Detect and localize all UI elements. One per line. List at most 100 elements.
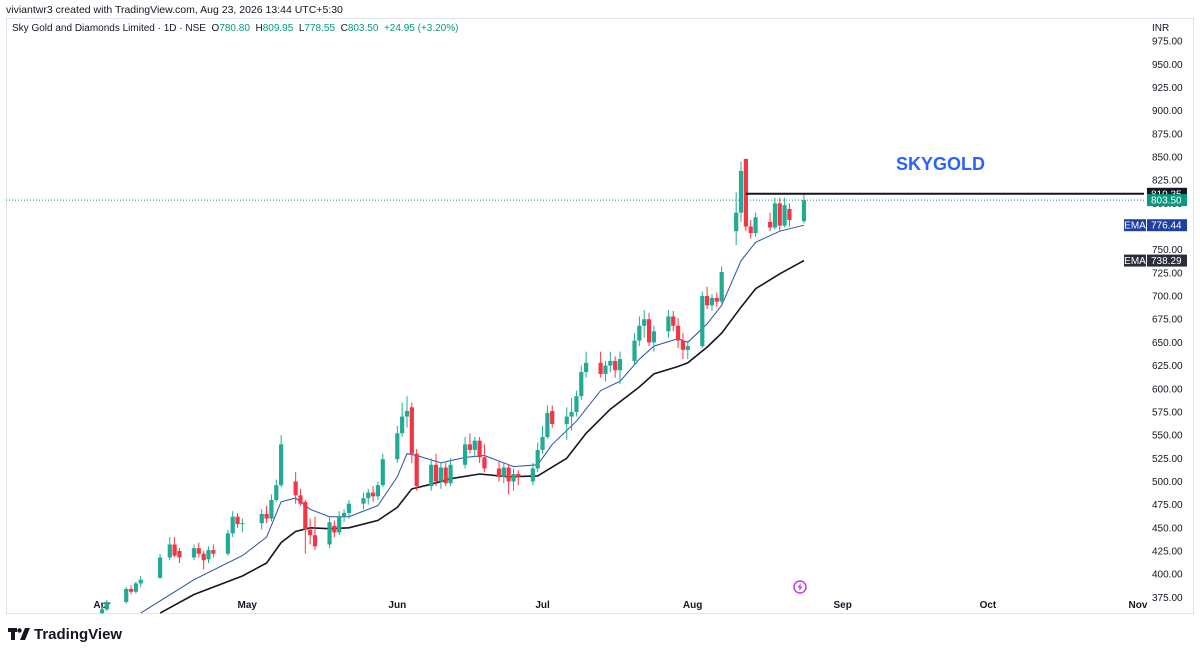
candle-up[interactable] bbox=[651, 325, 656, 352]
candle-down[interactable] bbox=[298, 488, 303, 506]
candle-down[interactable] bbox=[787, 203, 792, 227]
candle-up[interactable] bbox=[685, 340, 690, 360]
candle-down[interactable] bbox=[303, 499, 308, 554]
candle-down[interactable] bbox=[433, 453, 439, 487]
candle-down[interactable] bbox=[264, 505, 269, 524]
candle-up[interactable] bbox=[400, 402, 405, 437]
candle-up[interactable] bbox=[579, 365, 584, 400]
candle-up[interactable] bbox=[637, 316, 642, 347]
candle-down[interactable] bbox=[477, 436, 482, 463]
candle-up[interactable] bbox=[206, 546, 211, 564]
candle-up[interactable] bbox=[124, 587, 129, 604]
candle-down[interactable] bbox=[371, 486, 376, 502]
candle-up[interactable] bbox=[462, 436, 468, 469]
candle-up[interactable] bbox=[138, 575, 143, 588]
candle-up[interactable] bbox=[99, 606, 105, 614]
candle-down[interactable] bbox=[201, 550, 206, 570]
candle-up[interactable] bbox=[472, 436, 477, 458]
candle-up[interactable] bbox=[603, 360, 608, 382]
candle-down[interactable] bbox=[293, 472, 298, 504]
candle-down[interactable] bbox=[680, 333, 686, 360]
candle-down[interactable] bbox=[482, 444, 487, 473]
candle-up[interactable] bbox=[366, 488, 371, 505]
candle-up[interactable] bbox=[380, 453, 385, 488]
candle-down[interactable] bbox=[767, 212, 773, 232]
candle-up[interactable] bbox=[327, 516, 332, 549]
candle-up[interactable] bbox=[608, 351, 613, 373]
candle-down[interactable] bbox=[705, 286, 710, 310]
lightning-icon[interactable] bbox=[793, 580, 807, 594]
candle-up[interactable] bbox=[104, 600, 109, 612]
candle-up[interactable] bbox=[564, 407, 569, 440]
candle-down[interactable] bbox=[613, 356, 618, 378]
candle-up[interactable] bbox=[584, 351, 589, 378]
candle-up[interactable] bbox=[772, 197, 778, 230]
candle-down[interactable] bbox=[172, 537, 177, 558]
candle-up[interactable] bbox=[259, 509, 264, 530]
candle-down[interactable] bbox=[646, 312, 652, 347]
candle-up[interactable] bbox=[530, 462, 535, 486]
candle-up[interactable] bbox=[438, 462, 443, 489]
candle-up[interactable] bbox=[269, 494, 274, 522]
candle-up[interactable] bbox=[167, 537, 172, 561]
candle-down[interactable] bbox=[177, 548, 182, 564]
candle-up[interactable] bbox=[133, 581, 138, 594]
candle-up[interactable] bbox=[666, 309, 671, 338]
candle-up[interactable] bbox=[511, 468, 516, 491]
candle-up[interactable] bbox=[346, 499, 351, 519]
candle-up[interactable] bbox=[279, 435, 284, 488]
candle-up[interactable] bbox=[782, 197, 787, 228]
candle-up[interactable] bbox=[157, 553, 163, 579]
candle-down[interactable] bbox=[550, 405, 555, 428]
candle-up[interactable] bbox=[642, 309, 647, 338]
candle-down[interactable] bbox=[312, 516, 318, 551]
candle-up[interactable] bbox=[719, 266, 724, 304]
candle-down[interactable] bbox=[516, 470, 521, 486]
candle-down[interactable] bbox=[332, 520, 337, 538]
candle-down[interactable] bbox=[496, 461, 502, 482]
candle-up[interactable] bbox=[375, 481, 381, 500]
candle-up[interactable] bbox=[734, 192, 739, 246]
candle-up[interactable] bbox=[540, 425, 545, 454]
candle-down[interactable] bbox=[196, 542, 201, 558]
candle-up[interactable] bbox=[191, 544, 197, 561]
candle-up[interactable] bbox=[361, 492, 366, 510]
candle-up[interactable] bbox=[395, 425, 400, 463]
candle-up[interactable] bbox=[700, 291, 705, 348]
candle-up[interactable] bbox=[404, 396, 410, 428]
candle-down[interactable] bbox=[748, 220, 753, 239]
candle-down[interactable] bbox=[414, 449, 419, 491]
candle-up[interactable] bbox=[738, 161, 744, 222]
candle-up[interactable] bbox=[501, 462, 506, 484]
skygold-annotation[interactable]: SKYGOLD bbox=[896, 154, 985, 174]
candle-down[interactable] bbox=[598, 351, 603, 378]
candle-down[interactable] bbox=[714, 292, 719, 308]
candle-down[interactable] bbox=[743, 158, 748, 232]
candle-up[interactable] bbox=[709, 294, 715, 311]
candle-down[interactable] bbox=[443, 462, 448, 487]
candle-up[interactable] bbox=[240, 518, 245, 533]
candle-up[interactable] bbox=[337, 511, 342, 536]
candle-down[interactable] bbox=[671, 310, 676, 332]
candle-up[interactable] bbox=[230, 511, 235, 538]
candle-up[interactable] bbox=[545, 405, 550, 439]
candle-up[interactable] bbox=[632, 333, 637, 365]
price-chart[interactable]: Apr May Jun Jul Aug Sep Oct Nov 375.00 400.00 425… bbox=[6, 18, 1194, 614]
candle-up[interactable] bbox=[753, 212, 758, 237]
candle-up[interactable] bbox=[274, 479, 279, 502]
candle-up[interactable] bbox=[574, 390, 579, 417]
candle-down[interactable] bbox=[211, 544, 216, 558]
candle-up[interactable] bbox=[617, 351, 623, 385]
candle-down[interactable] bbox=[467, 433, 473, 454]
candle-up[interactable] bbox=[225, 529, 230, 556]
candle-up[interactable] bbox=[448, 458, 453, 487]
candle-up[interactable] bbox=[801, 194, 807, 224]
candle-down[interactable] bbox=[409, 402, 414, 463]
candle-up[interactable] bbox=[569, 398, 574, 431]
candle-up[interactable] bbox=[341, 509, 347, 523]
tradingview-logo[interactable]: TradingView bbox=[8, 624, 122, 644]
candle-down[interactable] bbox=[128, 585, 134, 595]
candle-down[interactable] bbox=[235, 512, 240, 528]
candle-down[interactable] bbox=[675, 318, 681, 348]
candle-down[interactable] bbox=[777, 197, 782, 232]
